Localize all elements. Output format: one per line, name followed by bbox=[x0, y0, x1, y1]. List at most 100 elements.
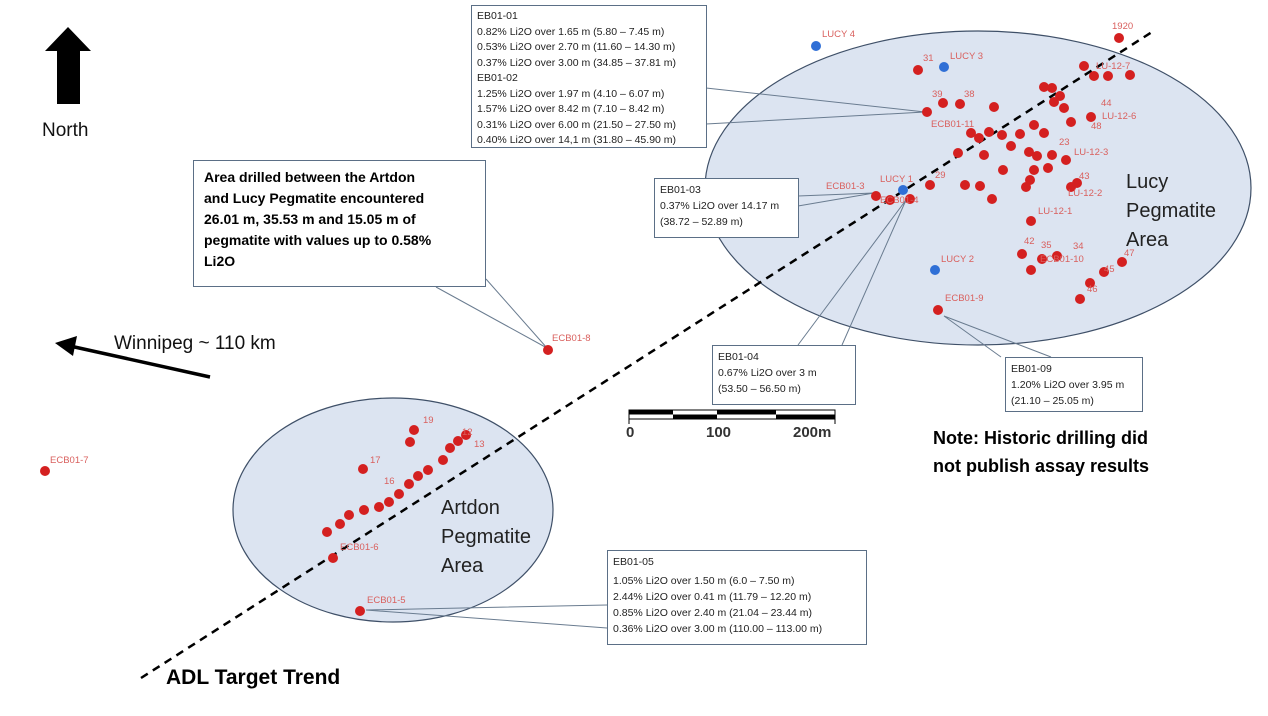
drill-hole-marker bbox=[1049, 97, 1059, 107]
drill-hole-marker bbox=[1039, 128, 1049, 138]
drill-hole-marker bbox=[997, 130, 1007, 140]
drill-hole-marker bbox=[913, 65, 923, 75]
drill-hole-marker bbox=[1089, 71, 1099, 81]
hole-label-n48: 48 bbox=[1091, 121, 1102, 132]
historic-drill-hole-marker bbox=[898, 185, 908, 195]
drill-hole-marker bbox=[922, 107, 932, 117]
drill-hole-marker bbox=[328, 553, 338, 563]
drill-hole-marker bbox=[413, 471, 423, 481]
drill-hole-marker bbox=[1029, 165, 1039, 175]
drill-hole-marker bbox=[374, 502, 384, 512]
drill-hole-marker bbox=[1026, 216, 1036, 226]
drill-hole-marker bbox=[1006, 141, 1016, 151]
callout-eb01-04: EB01-04 0.67% Li2O over 3 m (53.50 – 56.… bbox=[712, 345, 856, 405]
drill-hole-marker bbox=[40, 466, 50, 476]
hole-label-n35: 35 bbox=[1041, 240, 1052, 251]
hole-label-n31: 31 bbox=[923, 53, 934, 64]
drill-hole-marker bbox=[322, 527, 332, 537]
hole-label-lucy4: LUCY 4 bbox=[822, 29, 855, 40]
drill-hole-marker bbox=[1066, 117, 1076, 127]
hole-label-lu12_2: LU-12-2 bbox=[1068, 188, 1102, 199]
hole-label-ecb01_10: ECB01-10 bbox=[1040, 254, 1084, 265]
scale-bar bbox=[628, 409, 836, 424]
historic-drill-hole-marker bbox=[930, 265, 940, 275]
drill-hole-marker bbox=[404, 479, 414, 489]
lucy-pegmatite-label: Lucy Pegmatite Area bbox=[1126, 171, 1217, 251]
drill-hole-marker bbox=[384, 497, 394, 507]
hole-label-n45: 45 bbox=[1104, 264, 1115, 275]
drill-hole-marker bbox=[1114, 33, 1124, 43]
drill-hole-marker bbox=[358, 464, 368, 474]
drill-hole-marker bbox=[938, 98, 948, 108]
north-arrow-icon bbox=[45, 27, 91, 104]
hole-label-lucy1: LUCY 1 bbox=[880, 174, 913, 185]
drill-hole-marker bbox=[1075, 294, 1085, 304]
drill-hole-marker bbox=[989, 102, 999, 112]
drill-hole-marker bbox=[885, 195, 895, 205]
drill-hole-marker bbox=[1032, 151, 1042, 161]
drill-hole-marker bbox=[1103, 71, 1113, 81]
hole-label-n23: 23 bbox=[1059, 137, 1070, 148]
drill-hole-marker bbox=[1015, 129, 1025, 139]
drill-hole-marker bbox=[1039, 82, 1049, 92]
scale-label-200m: 200m bbox=[793, 424, 832, 441]
hole-label-a16: 16 bbox=[384, 476, 395, 487]
hole-label-n1920: 1920 bbox=[1112, 21, 1133, 32]
drill-hole-marker bbox=[905, 194, 915, 204]
hole-label-n47: 47 bbox=[1124, 248, 1135, 259]
drill-hole-marker bbox=[438, 455, 448, 465]
drill-hole-marker bbox=[1072, 178, 1082, 188]
drill-hole-marker bbox=[1099, 267, 1109, 277]
callout-eb01-03: EB01-03 0.37% Li2O over 14.17 m (38.72 –… bbox=[654, 178, 799, 238]
drill-hole-marker bbox=[1047, 150, 1057, 160]
hole-label-lu12_3: LU-12-3 bbox=[1074, 147, 1108, 158]
drill-holes bbox=[40, 33, 1135, 616]
drill-hole-marker bbox=[975, 181, 985, 191]
drill-hole-marker bbox=[984, 127, 994, 137]
drill-hole-marker bbox=[1026, 265, 1036, 275]
drill-hole-marker bbox=[543, 345, 553, 355]
drill-hole-marker bbox=[409, 425, 419, 435]
drill-hole-marker bbox=[966, 128, 976, 138]
hole-label-n42: 42 bbox=[1024, 236, 1035, 247]
hole-label-a12: 12 bbox=[462, 427, 473, 438]
hole-label-ecb01_8: ECB01-8 bbox=[552, 333, 591, 344]
hole-label-ecb01_5: ECB01-5 bbox=[367, 595, 406, 606]
callout-eb01-09: EB01-09 1.20% Li2O over 3.95 m (21.10 – … bbox=[1005, 357, 1143, 412]
callout-eb01-05: EB01-05 1.05% Li2O over 1.50 m (6.0 – 7.… bbox=[607, 550, 867, 645]
drill-hole-marker bbox=[974, 133, 984, 143]
drill-hole-marker bbox=[1085, 278, 1095, 288]
drill-hole-marker bbox=[394, 489, 404, 499]
hole-label-n43: 43 bbox=[1079, 171, 1090, 182]
drill-hole-marker bbox=[1086, 112, 1096, 122]
hole-label-lu12_7: LU-12-7 bbox=[1096, 61, 1130, 72]
drill-hole-marker bbox=[1017, 249, 1027, 259]
drill-hole-marker bbox=[453, 436, 463, 446]
hole-label-ecb01_6: ECB01-6 bbox=[340, 542, 379, 553]
drill-hole-marker bbox=[344, 510, 354, 520]
hole-label-n39: 39 bbox=[932, 89, 943, 100]
historic-drill-hole-marker bbox=[811, 41, 821, 51]
drill-hole-marker bbox=[1025, 175, 1035, 185]
historic-drill-hole-marker bbox=[939, 62, 949, 72]
scale-label-0: 0 bbox=[626, 424, 635, 441]
drill-hole-marker bbox=[1024, 147, 1034, 157]
hole-label-a19: 19 bbox=[423, 415, 434, 426]
drill-hole-marker bbox=[359, 505, 369, 515]
hole-label-lu12_1: LU-12-1 bbox=[1038, 206, 1072, 217]
drill-hole-marker bbox=[1125, 70, 1135, 80]
hole-label-n46: 46 bbox=[1087, 284, 1098, 295]
drill-hole-marker bbox=[960, 180, 970, 190]
drill-hole-marker bbox=[355, 606, 365, 616]
artdon-pegmatite-label: Artdon Pegmatite Area bbox=[441, 497, 532, 577]
drill-hole-marker bbox=[405, 437, 415, 447]
hole-label-a17: 17 bbox=[370, 455, 381, 466]
drill-hole-marker bbox=[335, 519, 345, 529]
callout-eb01-01-02: EB01-01 0.82% Li2O over 1.65 m (5.80 – 7… bbox=[471, 5, 707, 148]
artdon-pegmatite-area bbox=[232, 397, 554, 623]
drill-hole-marker bbox=[1043, 163, 1053, 173]
winnipeg-label: Winnipeg ~ 110 km bbox=[114, 333, 276, 354]
drill-hole-marker bbox=[925, 180, 935, 190]
drill-hole-marker bbox=[979, 150, 989, 160]
